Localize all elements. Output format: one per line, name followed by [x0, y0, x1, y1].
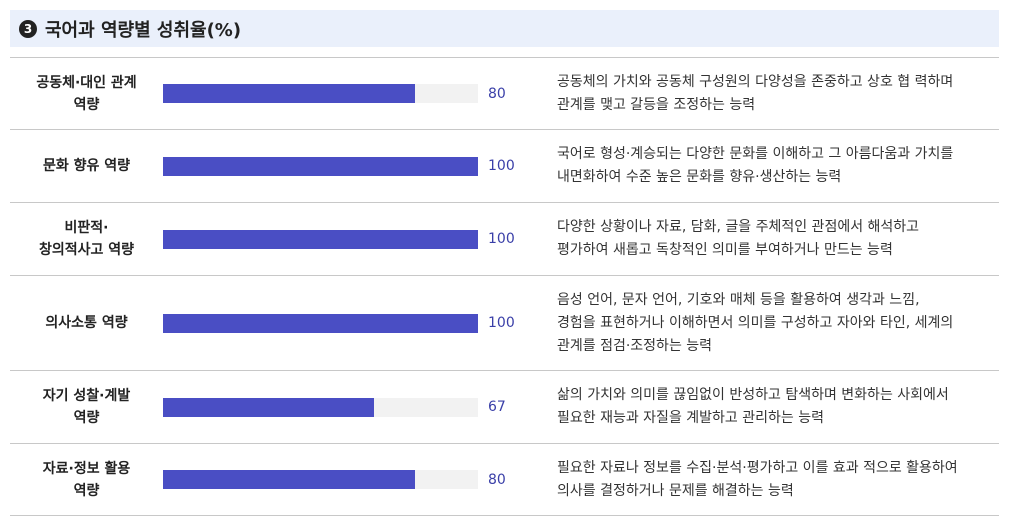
bar-track — [163, 229, 478, 249]
competency-label-line: 창의적사고 역량 — [38, 242, 135, 258]
competency-label-line: 비판적· — [64, 220, 109, 236]
description-line: 필요한 자료나 정보를 수집·분석·평가하고 이를 효과 적으로 활용하여 — [557, 459, 958, 476]
description-line: 음성 언어, 문자 언어, 기호와 매체 등을 활용하여 생각과 느낌, — [557, 291, 920, 308]
description-line: 필요한 재능과 자질을 계발하고 관리하는 능력 — [557, 410, 824, 426]
data-label: 100 — [488, 158, 515, 174]
competency-label: 문화 향유 역량 — [10, 155, 163, 177]
competency-label-line: 역량 — [73, 482, 100, 499]
description-line: 삶의 가치와 의미를 끊임없이 반성하고 탐색하며 변화하는 사회에서 — [557, 387, 949, 403]
description-line: 경험을 표현하거나 이해하면서 의미를 구성하고 자아와 타인, 세계의 — [557, 314, 954, 331]
data-label: 80 — [488, 471, 506, 488]
table-row: 문화 향유 역량 100 국어로 형성·계승되는 다양한 문화를 이해하고 그 아름… — [10, 130, 999, 203]
bar — [163, 313, 478, 333]
description-line: 평가하여 새롭고 독창적인 의미를 부여하거나 만드는 능력 — [557, 242, 893, 258]
bar — [163, 229, 478, 249]
competency-label: 비판적· 창의적사고 역량 — [10, 217, 163, 261]
bar-track — [163, 397, 478, 417]
description-line: 의사를 결정하거나 문제를 해결하는 능력 — [557, 482, 794, 499]
bar-track — [163, 84, 478, 103]
competency-label-line: 의사소통 역량 — [45, 315, 128, 331]
bar — [163, 156, 478, 176]
competency-label-line: 역량 — [73, 96, 100, 113]
competency-label-line: 문화 향유 역량 — [42, 158, 131, 174]
bar-track — [163, 156, 478, 176]
table-row: 의사소통 역량 100 음성 언어, 문자 언어, 기호와 매체 등을 활용하여 생… — [10, 276, 999, 371]
section-number-badge: 3 — [19, 19, 37, 38]
table-row: 비판적· 창의적사고 역량 100 다양한 상황이나 자료, 담화, 글을 주체적인 … — [10, 203, 999, 276]
data-label: 100 — [488, 315, 515, 331]
description-line: 공동체의 가치와 공동체 구성원의 다양성을 존중하고 상호 협 력하며 — [557, 73, 954, 90]
bar — [163, 470, 415, 489]
competency-label-line: 자료·정보 활용 — [42, 460, 131, 477]
description-line: 다양한 상황이나 자료, 담화, 글을 주체적인 관점에서 해석하고 — [557, 219, 920, 235]
competency-label: 의사소통 역량 — [10, 312, 163, 334]
data-label: 100 — [488, 231, 515, 247]
competency-label-line: 공동체·대인 관계 — [36, 74, 137, 91]
data-label: 80 — [488, 85, 506, 102]
bar-track — [163, 313, 478, 333]
section-title: 국어과 역량별 성취율(%) — [45, 19, 242, 41]
competency-label-line: 자기 성찰·계발 — [42, 388, 131, 404]
competency-description: 음성 언어, 문자 언어, 기호와 매체 등을 활용하여 생각과 느낌, 경험을 … — [548, 289, 999, 358]
bar — [163, 397, 375, 417]
description-line: 국어로 형성·계승되는 다양한 문화를 이해하고 그 아름다움과 가치를 — [557, 146, 954, 162]
section-header: 3 국어과 역량별 성취율(%) — [10, 10, 999, 47]
bar-track — [163, 470, 478, 489]
competency-label-line: 역량 — [73, 410, 100, 426]
description-line: 관계를 점검·조정하는 능력 — [557, 337, 713, 354]
bar — [163, 84, 415, 103]
data-label: 67 — [488, 399, 506, 415]
description-line: 내면화하여 수준 높은 문화를 향유·생산하는 능력 — [557, 169, 842, 185]
description-line: 관계를 맺고 갈등을 조정하는 능력 — [557, 96, 756, 113]
